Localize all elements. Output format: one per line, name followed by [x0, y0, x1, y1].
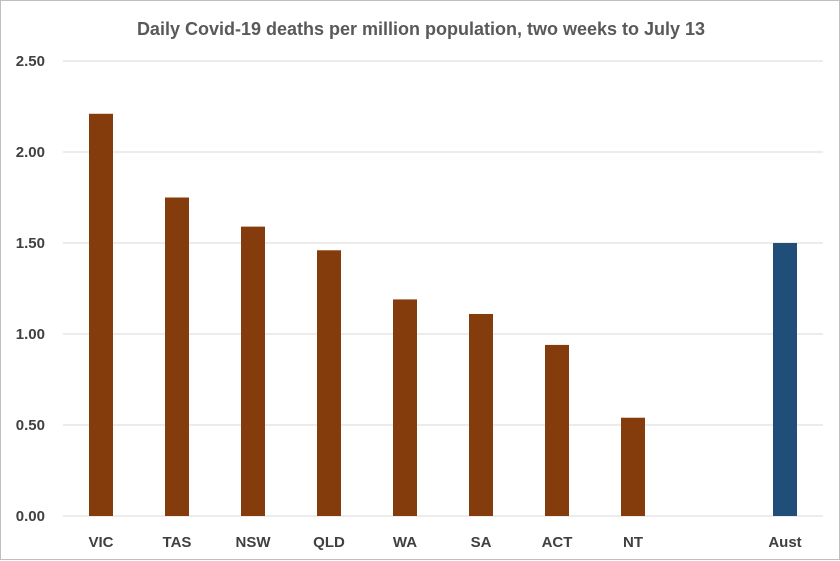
y-tick-label: 2.50 — [16, 53, 45, 70]
x-tick-label: Aust — [768, 534, 801, 551]
bar-qld — [317, 250, 341, 516]
x-tick-label: WA — [393, 534, 417, 551]
y-tick-label: 0.50 — [16, 417, 45, 434]
bar-act — [545, 344, 569, 516]
x-tick-label: QLD — [313, 534, 345, 551]
bar-wa — [393, 299, 417, 516]
x-axis-ticks: VIC TAS NSW QLD WA SA ACT NT Aust — [88, 534, 801, 551]
x-tick-label: SA — [471, 534, 492, 551]
bars — [89, 113, 797, 516]
x-tick-label: NSW — [236, 534, 272, 551]
x-tick-label: TAS — [163, 534, 192, 551]
x-tick-label: VIC — [88, 534, 113, 551]
bar-aust — [773, 243, 797, 516]
gridlines — [63, 60, 823, 517]
bar-vic — [89, 113, 113, 516]
bar-nsw — [241, 226, 265, 516]
bar-sa — [469, 313, 493, 516]
x-tick-label: NT — [623, 534, 643, 551]
y-tick-label: 1.00 — [16, 326, 45, 343]
y-tick-label: 2.00 — [16, 144, 45, 161]
y-tick-label: 1.50 — [16, 235, 45, 252]
chart-title: Daily Covid-19 deaths per million popula… — [137, 19, 705, 39]
y-tick-label: 0.00 — [16, 508, 45, 525]
y-axis-ticks: 0.00 0.50 1.00 1.50 2.00 2.50 — [16, 53, 45, 525]
x-tick-label: ACT — [542, 534, 573, 551]
bar-tas — [165, 197, 189, 516]
bar-nt — [621, 417, 645, 516]
